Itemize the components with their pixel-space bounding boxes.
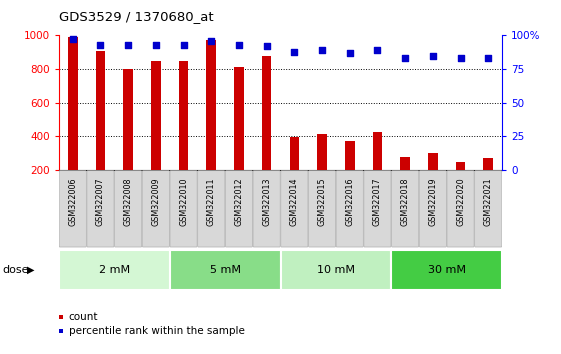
Point bbox=[345, 50, 354, 56]
Bar bbox=[401, 157, 410, 170]
FancyBboxPatch shape bbox=[475, 171, 502, 247]
Text: 10 mM: 10 mM bbox=[317, 265, 355, 275]
Bar bbox=[169, 250, 280, 290]
Point bbox=[484, 56, 493, 61]
Text: 2 mM: 2 mM bbox=[99, 265, 130, 275]
Text: GSM322014: GSM322014 bbox=[290, 178, 299, 226]
Text: GSM322020: GSM322020 bbox=[456, 178, 465, 226]
Point bbox=[373, 47, 382, 53]
Text: GSM322012: GSM322012 bbox=[234, 178, 243, 226]
Point bbox=[456, 56, 465, 61]
Bar bbox=[95, 51, 105, 170]
Text: GDS3529 / 1370680_at: GDS3529 / 1370680_at bbox=[59, 10, 214, 23]
Text: GSM322006: GSM322006 bbox=[68, 178, 77, 226]
Text: GSM322010: GSM322010 bbox=[179, 178, 188, 226]
Bar bbox=[317, 134, 327, 170]
FancyBboxPatch shape bbox=[170, 171, 197, 247]
FancyBboxPatch shape bbox=[336, 171, 364, 247]
Bar bbox=[68, 37, 77, 170]
Point bbox=[179, 42, 188, 48]
Text: GSM322007: GSM322007 bbox=[96, 178, 105, 226]
Bar bbox=[289, 137, 299, 170]
Bar bbox=[280, 250, 392, 290]
Bar bbox=[392, 250, 502, 290]
FancyBboxPatch shape bbox=[392, 171, 419, 247]
Text: GSM322019: GSM322019 bbox=[429, 178, 438, 226]
Point bbox=[234, 42, 243, 48]
FancyBboxPatch shape bbox=[419, 171, 447, 247]
Point bbox=[290, 49, 299, 55]
Text: GSM322017: GSM322017 bbox=[373, 178, 382, 226]
FancyBboxPatch shape bbox=[280, 171, 308, 247]
Bar bbox=[456, 162, 466, 170]
Point bbox=[151, 42, 160, 48]
Bar bbox=[428, 153, 438, 170]
Bar bbox=[484, 158, 493, 170]
Point bbox=[96, 42, 105, 48]
Point bbox=[429, 53, 438, 58]
FancyBboxPatch shape bbox=[364, 171, 391, 247]
Text: GSM322015: GSM322015 bbox=[318, 178, 327, 226]
Bar bbox=[345, 141, 355, 170]
Text: GSM322009: GSM322009 bbox=[151, 178, 160, 226]
Text: ▶: ▶ bbox=[27, 265, 34, 275]
Text: GSM322016: GSM322016 bbox=[345, 178, 354, 226]
FancyBboxPatch shape bbox=[226, 171, 252, 247]
FancyBboxPatch shape bbox=[253, 171, 280, 247]
Bar bbox=[206, 40, 216, 170]
Text: GSM322018: GSM322018 bbox=[401, 178, 410, 226]
Text: GSM322013: GSM322013 bbox=[262, 178, 271, 226]
Text: 30 mM: 30 mM bbox=[427, 265, 466, 275]
FancyBboxPatch shape bbox=[87, 171, 114, 247]
FancyBboxPatch shape bbox=[114, 171, 142, 247]
Bar bbox=[151, 61, 160, 170]
FancyBboxPatch shape bbox=[309, 171, 335, 247]
Text: GSM322008: GSM322008 bbox=[123, 178, 132, 226]
FancyBboxPatch shape bbox=[197, 171, 225, 247]
FancyBboxPatch shape bbox=[59, 171, 86, 247]
Bar bbox=[59, 250, 169, 290]
FancyBboxPatch shape bbox=[142, 171, 169, 247]
Point bbox=[318, 47, 327, 53]
Bar bbox=[179, 62, 188, 170]
Text: dose: dose bbox=[3, 265, 29, 275]
Point bbox=[262, 43, 271, 49]
Point bbox=[401, 56, 410, 61]
Bar bbox=[234, 67, 244, 170]
Point bbox=[123, 42, 132, 48]
Bar bbox=[123, 69, 133, 170]
Point bbox=[68, 36, 77, 42]
Bar bbox=[373, 132, 382, 170]
Point bbox=[207, 38, 216, 44]
Text: percentile rank within the sample: percentile rank within the sample bbox=[69, 326, 245, 336]
Bar bbox=[262, 56, 272, 170]
Text: count: count bbox=[69, 312, 98, 322]
Text: GSM322021: GSM322021 bbox=[484, 178, 493, 226]
Text: 5 mM: 5 mM bbox=[210, 265, 241, 275]
Text: GSM322011: GSM322011 bbox=[207, 178, 216, 226]
FancyBboxPatch shape bbox=[447, 171, 474, 247]
